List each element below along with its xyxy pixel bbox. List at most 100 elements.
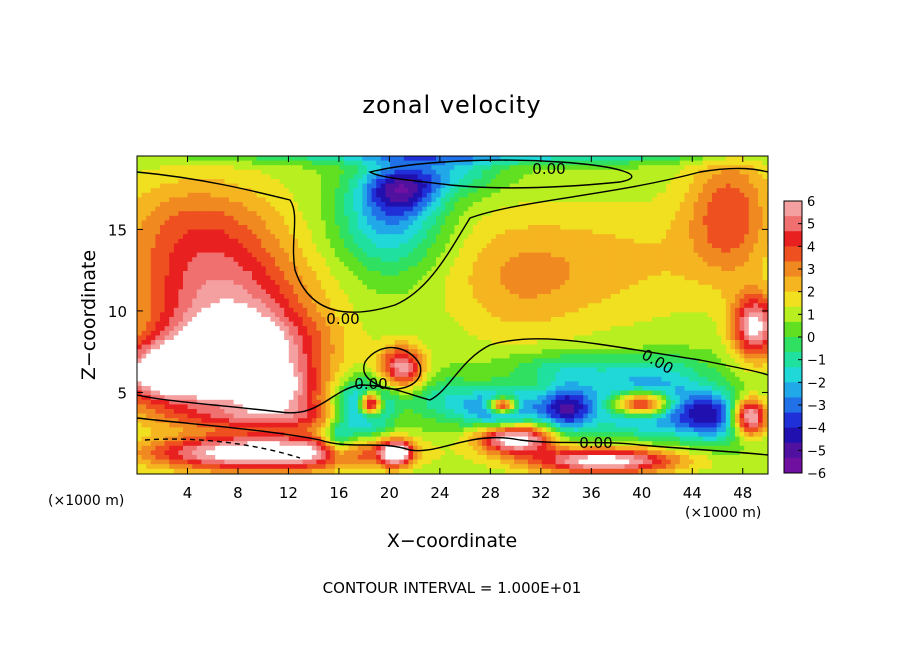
heatmap-cell bbox=[178, 257, 184, 263]
heatmap-cell bbox=[753, 160, 759, 166]
heatmap-cell bbox=[445, 257, 451, 263]
heatmap-cell bbox=[523, 206, 529, 212]
heatmap-cell bbox=[316, 179, 322, 185]
heatmap-cell bbox=[261, 275, 267, 281]
heatmap-cell bbox=[712, 294, 718, 300]
heatmap-cell bbox=[454, 271, 460, 277]
heatmap-cell bbox=[551, 261, 557, 267]
heatmap-cell bbox=[518, 206, 524, 212]
heatmap-cell bbox=[569, 202, 575, 208]
heatmap-cell bbox=[468, 252, 474, 258]
heatmap-cell bbox=[712, 243, 718, 249]
heatmap-cell bbox=[735, 165, 741, 171]
heatmap-cell bbox=[514, 197, 520, 203]
heatmap-cell bbox=[440, 252, 446, 258]
heatmap-cell bbox=[495, 261, 501, 267]
heatmap-cell bbox=[615, 169, 621, 175]
heatmap-cell bbox=[615, 266, 621, 272]
heatmap-cell bbox=[141, 192, 147, 198]
heatmap-cell bbox=[279, 211, 285, 217]
heatmap-cell bbox=[514, 229, 520, 235]
heatmap-cell bbox=[270, 202, 276, 208]
heatmap-cell bbox=[633, 257, 639, 263]
heatmap-cell bbox=[344, 289, 350, 295]
heatmap-cell bbox=[633, 169, 639, 175]
heatmap-cell bbox=[670, 197, 676, 203]
heatmap-cell bbox=[413, 192, 419, 198]
heatmap-cell bbox=[178, 243, 184, 249]
heatmap-cell bbox=[215, 280, 221, 286]
heatmap-cell bbox=[537, 192, 543, 198]
heatmap-cell bbox=[371, 238, 377, 244]
heatmap-cell bbox=[472, 271, 478, 277]
heatmap-cell bbox=[436, 289, 442, 295]
heatmap-cell bbox=[597, 257, 603, 263]
heatmap-cell bbox=[482, 248, 488, 254]
heatmap-cell bbox=[256, 197, 262, 203]
heatmap-cell bbox=[523, 252, 529, 258]
heatmap-cell bbox=[302, 298, 308, 304]
heatmap-cell bbox=[256, 169, 262, 175]
heatmap-cell bbox=[666, 243, 672, 249]
heatmap-cell bbox=[454, 284, 460, 290]
heatmap-cell bbox=[362, 215, 368, 221]
heatmap-cell bbox=[348, 215, 354, 221]
heatmap-cell bbox=[643, 192, 649, 198]
heatmap-cell bbox=[371, 192, 377, 198]
heatmap-cell bbox=[647, 271, 653, 277]
heatmap-cell bbox=[339, 275, 345, 281]
heatmap-cell bbox=[656, 317, 662, 323]
heatmap-cell bbox=[725, 271, 731, 277]
heatmap-cell bbox=[721, 211, 727, 217]
heatmap-cell bbox=[587, 280, 593, 286]
heatmap-cell bbox=[624, 248, 630, 254]
heatmap-cell bbox=[371, 197, 377, 203]
heatmap-cell bbox=[583, 165, 589, 171]
heatmap-cell bbox=[440, 266, 446, 272]
heatmap-cell bbox=[445, 307, 451, 313]
heatmap-cell bbox=[758, 206, 764, 212]
heatmap-cell bbox=[431, 183, 437, 189]
heatmap-cell bbox=[725, 257, 731, 263]
heatmap-cell bbox=[311, 275, 317, 281]
heatmap-cell bbox=[206, 238, 212, 244]
heatmap-cell bbox=[509, 257, 515, 263]
heatmap-cell bbox=[279, 234, 285, 240]
heatmap-cell bbox=[491, 220, 497, 226]
heatmap-cell bbox=[689, 229, 695, 235]
heatmap-cell bbox=[597, 312, 603, 318]
heatmap-cell bbox=[712, 289, 718, 295]
heatmap-cell bbox=[215, 174, 221, 180]
heatmap-cell bbox=[491, 248, 497, 254]
heatmap-cell bbox=[215, 179, 221, 185]
heatmap-cell bbox=[242, 307, 248, 313]
heatmap-cell bbox=[518, 257, 524, 263]
heatmap-cell bbox=[744, 165, 750, 171]
heatmap-cell bbox=[187, 284, 193, 290]
heatmap-cell bbox=[426, 280, 432, 286]
heatmap-cell bbox=[587, 248, 593, 254]
heatmap-cell bbox=[408, 197, 414, 203]
heatmap-cell bbox=[652, 169, 658, 175]
heatmap-cell bbox=[311, 307, 317, 313]
heatmap-cell bbox=[684, 211, 690, 217]
heatmap-cell bbox=[730, 280, 736, 286]
heatmap-cell bbox=[422, 220, 428, 226]
heatmap-cell bbox=[279, 179, 285, 185]
heatmap-cell bbox=[394, 252, 400, 258]
heatmap-cell bbox=[666, 234, 672, 240]
heatmap-cell bbox=[569, 225, 575, 231]
heatmap-cell bbox=[587, 261, 593, 267]
heatmap-cell bbox=[399, 215, 405, 221]
heatmap-cell bbox=[666, 303, 672, 309]
heatmap-cell bbox=[261, 312, 267, 318]
heatmap-cell bbox=[679, 298, 685, 304]
heatmap-cell bbox=[344, 206, 350, 212]
heatmap-cell bbox=[762, 271, 768, 277]
heatmap-cell bbox=[160, 169, 166, 175]
heatmap-cell bbox=[242, 188, 248, 194]
heatmap-cell bbox=[578, 248, 584, 254]
heatmap-cell bbox=[592, 165, 598, 171]
heatmap-cell bbox=[192, 271, 198, 277]
heatmap-cell bbox=[574, 261, 580, 267]
